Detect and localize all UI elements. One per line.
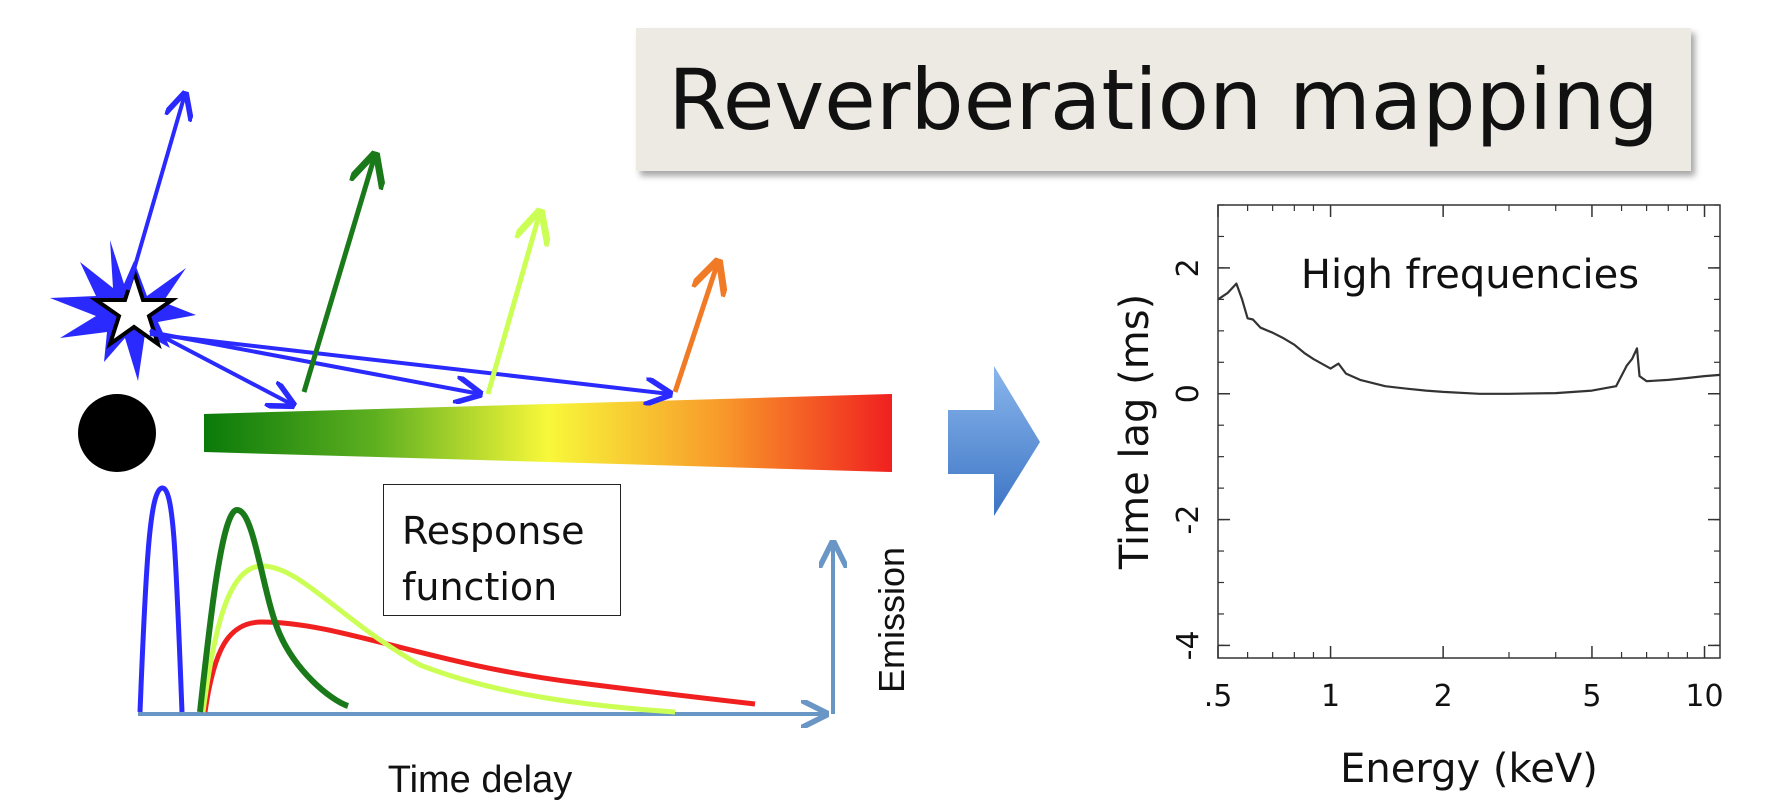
response-box-line2: function	[402, 565, 558, 609]
ray-escaping	[126, 94, 185, 291]
accretion-disc	[204, 394, 892, 472]
black-hole	[78, 394, 156, 472]
time-delay-label: Time delay	[388, 759, 572, 801]
y-tick-label: -4	[1171, 630, 1206, 660]
x-tick-label: 1	[1321, 679, 1340, 714]
x-axis-label: Energy (keV)	[1340, 746, 1598, 792]
x-tick-label: 10	[1685, 679, 1723, 714]
y-tick-label: 2	[1171, 258, 1206, 277]
emission-label: Emission	[871, 547, 912, 693]
star-icon	[89, 265, 179, 350]
response-dark-green	[197, 506, 350, 713]
series-line	[1217, 282, 1721, 395]
reflected-ray-green	[301, 155, 375, 393]
y-axis-label: Time lag (ms)	[1112, 294, 1158, 570]
ray-to-disc-3	[149, 332, 670, 394]
reflected-ray-orange	[672, 262, 718, 393]
page-title: Reverberation mapping	[668, 50, 1659, 149]
reflected-ray-lime	[485, 212, 540, 395]
response-red	[202, 619, 756, 713]
lag-energy-chart: .5 1 2 5 10 -4 -2 0 2 Energy (keV) Time lag (ms) Hi…	[1112, 204, 1724, 792]
chart-annotation: High frequencies	[1301, 252, 1639, 298]
response-box-line1: Response	[402, 509, 585, 553]
ray-to-disc-1	[149, 328, 293, 405]
plot-frame	[1217, 204, 1721, 659]
x-tick-label: 2	[1434, 679, 1453, 714]
x-tick-label: 5	[1582, 679, 1601, 714]
response-function-box: Response function	[383, 484, 621, 616]
y-tick-label: 0	[1171, 384, 1206, 403]
big-right-arrow	[948, 366, 1040, 516]
y-tick-label: -2	[1171, 505, 1206, 535]
response-blue-pulse	[137, 485, 185, 713]
title-box: Reverberation mapping	[636, 28, 1691, 171]
x-tick-label: .5	[1204, 679, 1233, 714]
response-lime	[200, 563, 676, 715]
